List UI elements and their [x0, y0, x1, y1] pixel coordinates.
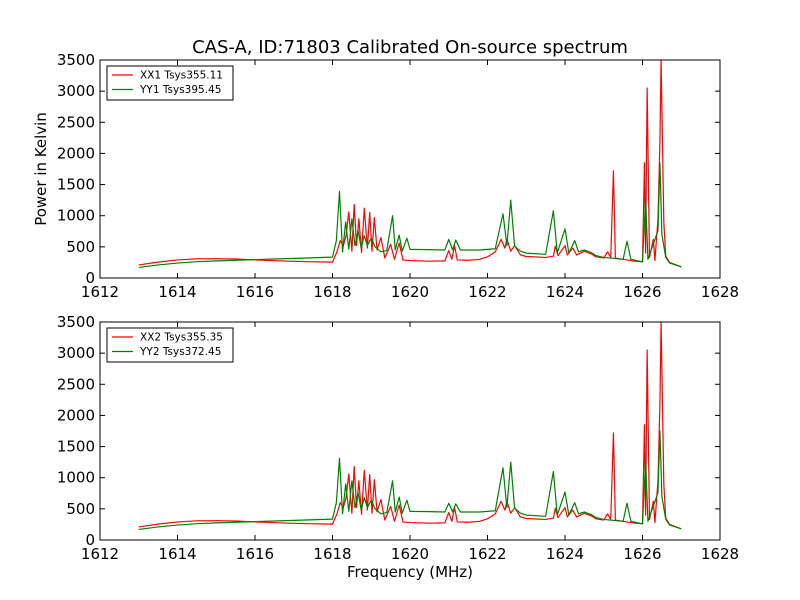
x-tick-label: 1616 [236, 283, 274, 301]
series-line-xx-1 [138, 322, 682, 530]
legend-entry-label: XX1 Tsys355.11 [140, 70, 223, 82]
y-tick-label: 2500 [57, 375, 95, 393]
x-tick-label: 1624 [546, 545, 584, 563]
y-tick-label: 3500 [57, 51, 95, 69]
x-tick-label: 1612 [81, 545, 119, 563]
legend-box [106, 327, 234, 363]
y-tick-label: 3000 [57, 344, 95, 362]
x-tick-label: 1620 [391, 545, 429, 563]
y-tick-label: 3500 [57, 313, 95, 331]
x-tick-label: 1622 [468, 283, 506, 301]
legend: XX2 Tsys355.35 YY2 Tsys372.45 [106, 327, 234, 363]
legend-box [106, 65, 234, 101]
x-axis-label: Frequency (MHz) [347, 563, 473, 581]
series-line-xx-0 [138, 60, 682, 268]
series-line-yy-1 [138, 430, 682, 531]
y-tick-label: 0 [85, 269, 95, 287]
legend-entry-label: XX2 Tsys355.35 [140, 332, 223, 344]
y-tick-label: 1500 [57, 438, 95, 456]
bottom-spectrum-panel: 1612 1614 1616 1618 1620 1622 1624 1626 1628 0 500… [57, 313, 739, 581]
y-tick-label: 1500 [57, 176, 95, 194]
legend-entry-label: YY1 Tsys395.45 [139, 84, 221, 96]
y-tick-label: 2500 [57, 113, 95, 131]
chart-title: CAS-A, ID:71803 Calibrated On-source spe… [192, 37, 628, 58]
y-tick-label: 0 [85, 531, 95, 549]
x-tick-label: 1618 [313, 545, 351, 563]
y-axis-label: Power in Kelvin [32, 112, 50, 226]
x-tick-label: 1628 [701, 545, 739, 563]
y-tick-label: 1000 [57, 469, 95, 487]
legend: XX1 Tsys355.11 YY1 Tsys395.45 [106, 65, 234, 101]
y-tick-label: 2000 [57, 406, 95, 424]
x-tick-label: 1618 [313, 283, 351, 301]
x-tick-label: 1626 [623, 283, 661, 301]
x-tick-label: 1624 [546, 283, 584, 301]
series-line-yy-0 [138, 162, 682, 269]
x-tick-label: 1620 [391, 283, 429, 301]
y-tick-label: 1000 [57, 207, 95, 225]
y-tick-label: 3000 [57, 82, 95, 100]
x-tick-label: 1622 [468, 545, 506, 563]
y-tick-label: 500 [66, 238, 95, 256]
x-tick-label: 1616 [236, 545, 274, 563]
x-tick-label: 1628 [701, 283, 739, 301]
top-spectrum-panel: 1612 1614 1616 1618 1620 1622 1624 1626 1628 0 500… [32, 37, 739, 301]
x-tick-label: 1626 [623, 545, 661, 563]
legend-entry-label: YY2 Tsys372.45 [139, 346, 221, 358]
y-tick-label: 500 [66, 500, 95, 518]
y-tick-label: 2000 [57, 144, 95, 162]
x-tick-label: 1612 [81, 283, 119, 301]
x-tick-label: 1614 [158, 283, 196, 301]
x-tick-label: 1614 [158, 545, 196, 563]
